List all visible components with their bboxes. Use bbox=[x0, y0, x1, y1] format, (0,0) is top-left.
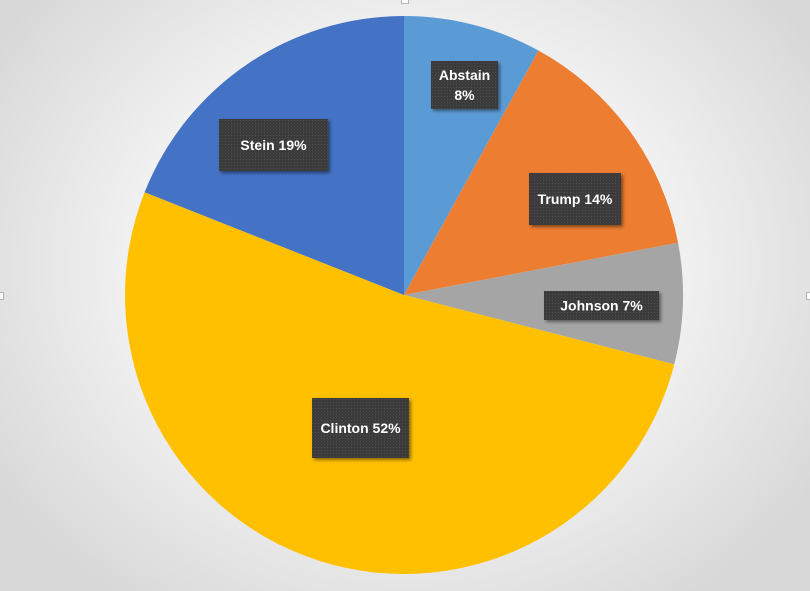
data-label-clinton[interactable]: Clinton 52% bbox=[312, 398, 409, 458]
resize-handle-left[interactable] bbox=[0, 292, 4, 300]
data-label-trump[interactable]: Trump 14% bbox=[529, 173, 621, 225]
data-label-box bbox=[431, 61, 498, 109]
data-label-abstain[interactable]: Abstain 8% bbox=[431, 61, 498, 109]
data-label-text: Johnson 7% bbox=[560, 298, 643, 314]
data-label-box bbox=[219, 119, 328, 171]
data-label-johnson[interactable]: Johnson 7% bbox=[544, 291, 659, 320]
data-label-text: Trump 14% bbox=[538, 191, 613, 207]
pie-slice-clinton[interactable] bbox=[124, 192, 675, 575]
pie-slice-trump[interactable] bbox=[404, 50, 679, 295]
data-label-stein[interactable]: Stein 19% bbox=[219, 119, 328, 171]
pie-data-labels: Abstain 8% Trump 14% Johnson 7% Clinton 52% S… bbox=[219, 61, 659, 458]
data-label-category: Abstain bbox=[439, 67, 490, 83]
data-label-box bbox=[544, 291, 659, 320]
resize-handle-top[interactable] bbox=[401, 0, 409, 4]
data-label-box bbox=[312, 398, 409, 458]
data-label-box bbox=[529, 173, 621, 225]
pie-slice-johnson[interactable] bbox=[404, 242, 683, 365]
data-label-text: Stein 19% bbox=[240, 137, 307, 153]
data-label-text: Clinton 52% bbox=[320, 420, 401, 436]
resize-handle-right[interactable] bbox=[806, 292, 810, 300]
data-label-percent: 8% bbox=[454, 87, 475, 103]
